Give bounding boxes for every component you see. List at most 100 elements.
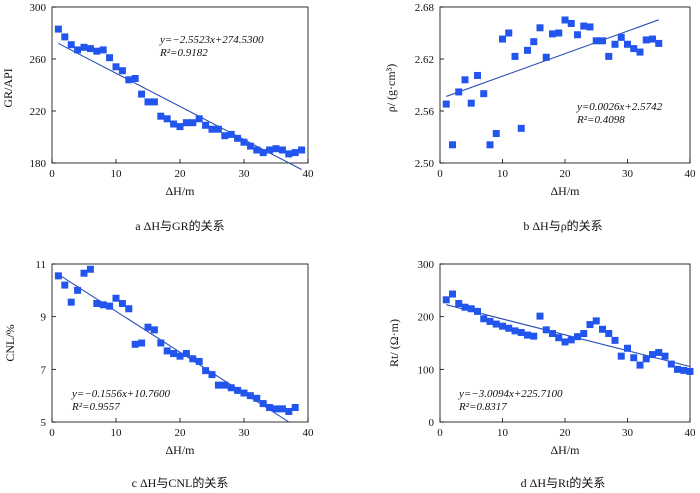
data-point xyxy=(67,41,75,49)
data-point xyxy=(630,354,638,362)
data-point xyxy=(266,404,274,412)
data-point xyxy=(567,336,575,344)
data-point xyxy=(61,33,69,41)
data-point xyxy=(266,146,274,154)
chart-d: 0 10 20 30 40 0 100 200 300 ΔH/m Rt/ (Ω·m) y=−3.009… xyxy=(387,259,696,490)
data-point xyxy=(138,90,146,98)
data-point xyxy=(278,146,286,154)
data-point xyxy=(686,367,694,375)
data-point xyxy=(80,269,88,277)
data-point xyxy=(221,381,229,389)
data-point xyxy=(54,25,62,33)
x-tick-label: 20 xyxy=(560,168,572,180)
data-point xyxy=(474,307,481,315)
data-point xyxy=(144,323,152,331)
chart-caption: d ΔH与Rt的关系 xyxy=(521,475,606,490)
chart-caption: b ΔH与ρ的关系 xyxy=(523,218,602,233)
data-point xyxy=(636,48,644,56)
y-tick-label: 2.68 xyxy=(415,2,435,14)
data-point xyxy=(157,112,165,120)
data-point xyxy=(131,75,139,82)
data-point xyxy=(567,19,575,27)
data-point xyxy=(580,22,588,30)
y-tick-label: 300 xyxy=(418,259,435,271)
y-axis-label: GR/API xyxy=(1,68,15,107)
y-tick-label: 200 xyxy=(418,312,435,324)
x-tick-label: 20 xyxy=(175,168,187,180)
data-point xyxy=(291,404,299,412)
data-point xyxy=(240,389,248,397)
data-point xyxy=(195,115,203,123)
data-point xyxy=(524,331,531,339)
x-tick-label: 30 xyxy=(239,427,251,439)
y-tick-label: 0 xyxy=(429,417,435,429)
data-point xyxy=(106,302,114,310)
data-point xyxy=(642,355,650,363)
data-point xyxy=(505,29,513,37)
x-tick-label: 0 xyxy=(437,427,443,439)
x-axis-label: ΔH/m xyxy=(165,443,195,457)
data-point xyxy=(636,361,644,369)
r-squared-label: R²=0.4098 xyxy=(576,114,625,126)
data-point xyxy=(74,46,82,54)
data-point xyxy=(285,407,293,415)
data-point xyxy=(93,300,101,307)
data-point xyxy=(144,98,152,106)
data-point xyxy=(195,357,203,365)
chart-a: 0 10 20 30 40 180 220 260 300 ΔH/m GR/API y=−2.5523… xyxy=(1,2,314,233)
data-point xyxy=(586,23,594,31)
data-point xyxy=(530,38,538,46)
y-tick-label: 5 xyxy=(41,417,47,429)
data-point xyxy=(163,115,171,123)
data-point xyxy=(580,330,588,338)
data-point xyxy=(649,35,656,43)
chart-caption: c ΔH与CNL的关系 xyxy=(132,475,229,490)
y-tick-label: 180 xyxy=(30,158,47,170)
data-point xyxy=(536,312,544,320)
y-tick-label: 9 xyxy=(41,312,47,324)
r-squared-label: R²=0.9182 xyxy=(159,47,208,59)
trend-line xyxy=(58,42,302,171)
data-point xyxy=(449,141,456,149)
data-point xyxy=(574,333,581,341)
regression-equation: y=−2.5523x+274.5300 xyxy=(159,34,264,46)
data-point xyxy=(574,31,581,39)
data-point xyxy=(189,119,197,127)
data-point xyxy=(106,54,114,62)
x-tick-label: 10 xyxy=(497,168,509,180)
y-axis-label: Rt/ (Ω·m) xyxy=(387,319,401,367)
y-tick-label: 100 xyxy=(418,364,435,376)
data-point xyxy=(150,98,158,106)
data-point xyxy=(617,352,625,360)
data-point xyxy=(499,322,506,330)
x-tick-label: 10 xyxy=(111,427,123,439)
data-point xyxy=(649,351,656,359)
y-tick-label: 2.56 xyxy=(415,106,435,118)
x-tick-label: 20 xyxy=(560,427,572,439)
data-point xyxy=(674,365,681,373)
data-point xyxy=(661,352,669,360)
y-axis-label: ρ/ (g·cm³) xyxy=(384,64,398,113)
regression-equation: y=−3.0094x+225.7100 xyxy=(458,388,563,400)
data-point xyxy=(442,100,450,108)
y-tick-label: 11 xyxy=(35,259,46,271)
data-point xyxy=(112,63,120,71)
x-tick-label: 30 xyxy=(622,168,634,180)
data-point xyxy=(630,45,638,53)
regression-equation: y=0.0026x+2.5742 xyxy=(576,101,663,113)
x-tick-label: 0 xyxy=(437,168,443,180)
y-tick-label: 220 xyxy=(30,106,47,118)
chart-caption: a ΔH与GR的关系 xyxy=(135,218,224,233)
data-point xyxy=(455,88,463,96)
data-point xyxy=(170,350,178,358)
data-point xyxy=(208,125,216,133)
data-point xyxy=(455,300,463,307)
regression-equation: y=−0.1556x+10.7600 xyxy=(71,388,171,400)
data-point xyxy=(74,286,82,294)
data-point xyxy=(605,330,613,338)
x-tick-label: 40 xyxy=(303,168,315,180)
data-point xyxy=(189,355,197,363)
data-point xyxy=(486,317,494,325)
r-squared-label: R²=0.8317 xyxy=(458,401,507,413)
x-tick-label: 0 xyxy=(49,168,55,180)
